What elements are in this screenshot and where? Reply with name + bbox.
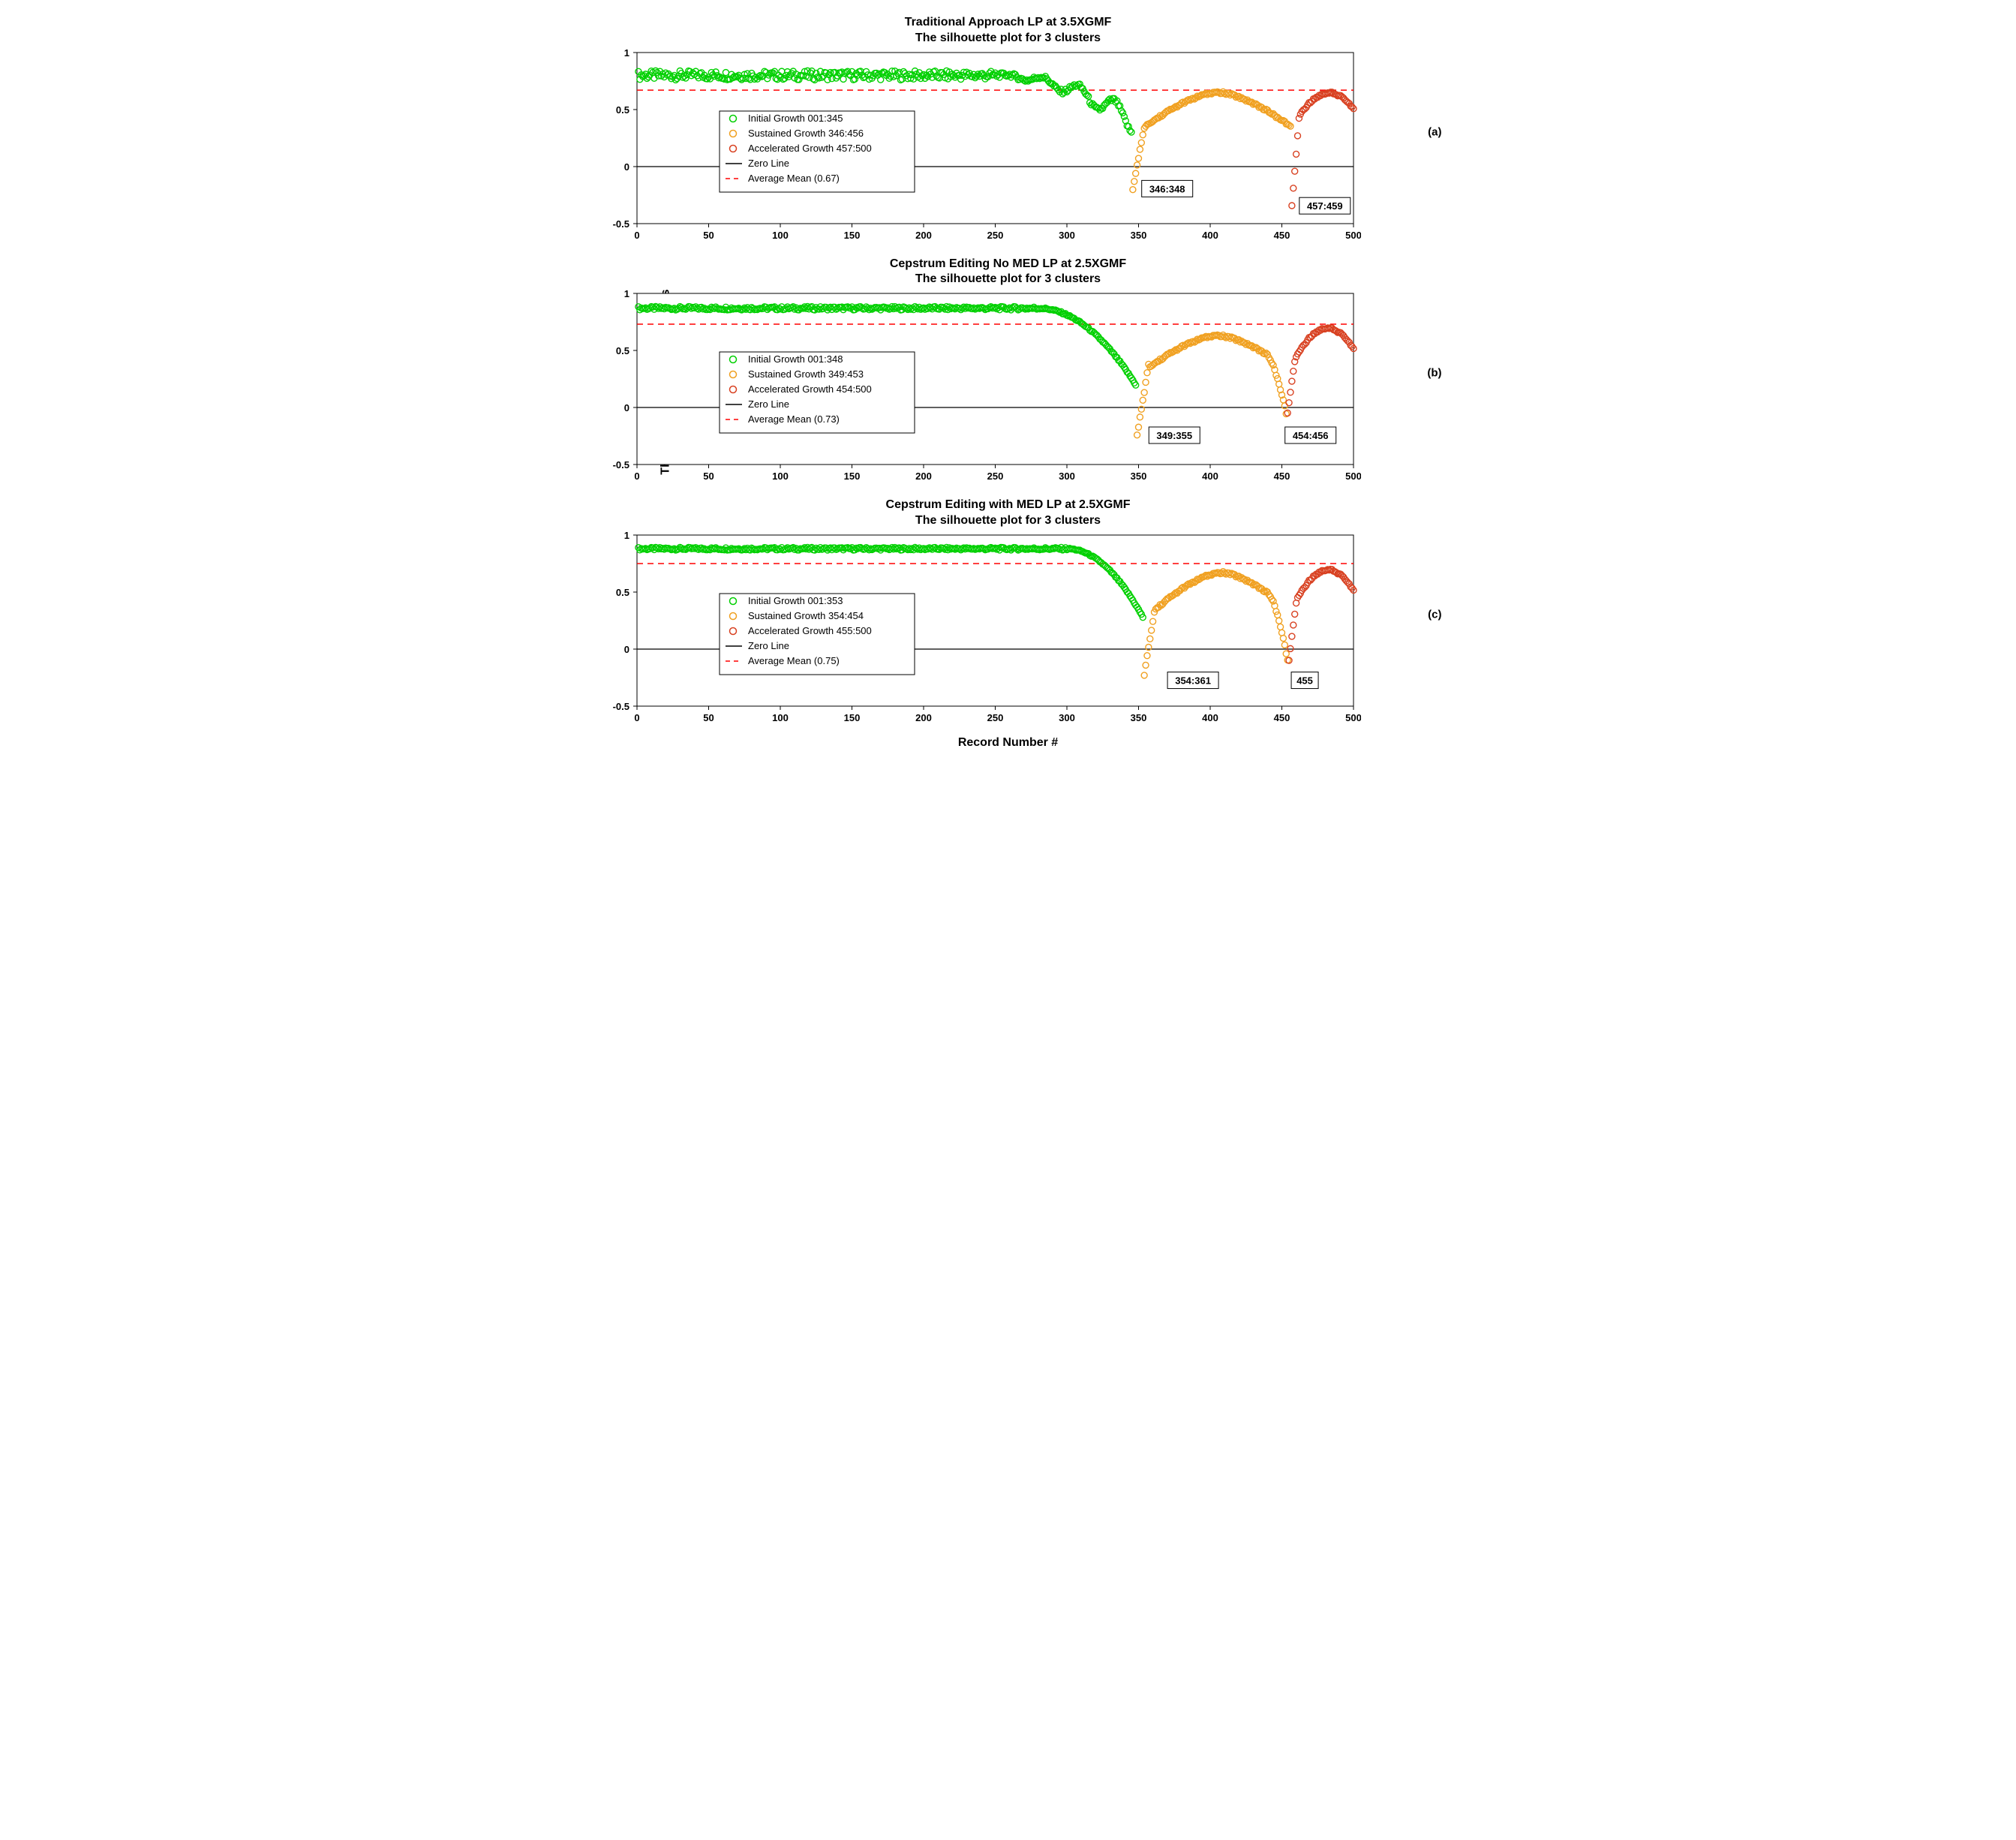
svg-text:Accelerated Growth 457:500: Accelerated Growth 457:500 [748,143,872,154]
panel-b-title-line1: Cepstrum Editing No MED LP at 2.5XGMF [890,257,1126,270]
x-axis-label: Record Number # [596,736,1421,750]
svg-text:350: 350 [1130,471,1146,482]
chart-b: 0 50 100 150 200 250 300 350 400 450 500 -0.5 0 0.5 1 3… [596,287,1361,490]
panel-a: Traditional Approach LP at 3.5XGMF The s… [596,15,1421,249]
svg-text:Zero Line: Zero Line [748,398,789,410]
svg-text:Initial Growth 001:345: Initial Growth 001:345 [748,113,843,124]
panel-b-title-line2: The silhouette plot for 3 clusters [915,272,1101,285]
svg-text:200: 200 [915,230,932,241]
panel-c-label: (c) [1428,608,1441,621]
svg-text:450: 450 [1273,471,1290,482]
svg-text:Accelerated Growth 454:500: Accelerated Growth 454:500 [748,383,872,395]
panel-c-title: Cepstrum Editing with MED LP at 2.5XGMF … [596,498,1421,529]
svg-text:400: 400 [1202,471,1218,482]
svg-text:-0.5: -0.5 [612,701,629,712]
panel-c-title-line2: The silhouette plot for 3 clusters [915,514,1101,527]
svg-text:50: 50 [703,471,714,482]
panel-c-title-line1: Cepstrum Editing with MED LP at 2.5XGMF [886,498,1131,511]
svg-text:300: 300 [1059,712,1075,723]
svg-text:500: 500 [1345,471,1361,482]
svg-text:Sustained Growth 349:453: Sustained Growth 349:453 [748,368,864,380]
svg-text:0.5: 0.5 [615,587,629,598]
svg-text:300: 300 [1059,471,1075,482]
svg-text:0: 0 [623,161,629,173]
svg-text:Sustained Growth 354:454: Sustained Growth 354:454 [748,610,864,621]
svg-text:0: 0 [634,471,639,482]
svg-text:Zero Line: Zero Line [748,640,789,651]
svg-text:349:355: 349:355 [1156,430,1192,441]
svg-text:150: 150 [843,712,860,723]
svg-text:Average Mean (0.75): Average Mean (0.75) [748,655,840,666]
svg-text:200: 200 [915,712,932,723]
svg-text:Sustained Growth 346:456: Sustained Growth 346:456 [748,128,864,139]
svg-text:50: 50 [703,230,714,241]
panel-b-label: (b) [1427,367,1441,380]
svg-text:0.5: 0.5 [615,104,629,116]
svg-text:0.5: 0.5 [615,345,629,356]
svg-text:100: 100 [772,471,789,482]
svg-text:455: 455 [1296,675,1313,686]
svg-text:400: 400 [1202,712,1218,723]
svg-text:250: 250 [987,471,1003,482]
svg-text:250: 250 [987,230,1003,241]
panel-b-title: Cepstrum Editing No MED LP at 2.5XGMF Th… [596,257,1421,288]
svg-text:250: 250 [987,712,1003,723]
svg-text:450: 450 [1273,712,1290,723]
svg-text:0: 0 [634,230,639,241]
svg-text:354:361: 354:361 [1175,675,1211,686]
svg-text:346:348: 346:348 [1149,183,1185,194]
svg-text:0: 0 [623,644,629,655]
svg-text:Initial Growth 001:348: Initial Growth 001:348 [748,353,843,365]
svg-text:150: 150 [843,471,860,482]
svg-text:457:459: 457:459 [1306,200,1342,212]
svg-text:Average Mean (0.73): Average Mean (0.73) [748,413,840,425]
svg-text:Accelerated Growth 455:500: Accelerated Growth 455:500 [748,625,872,636]
svg-text:100: 100 [772,712,789,723]
panel-a-title-line2: The silhouette plot for 3 clusters [915,32,1101,44]
panel-a-label: (a) [1428,125,1441,138]
svg-text:150: 150 [843,230,860,241]
svg-text:-0.5: -0.5 [612,459,629,471]
svg-text:Average Mean (0.67): Average Mean (0.67) [748,173,840,184]
figure: The silhouette coefficient values Tradit… [596,15,1421,750]
svg-text:50: 50 [703,712,714,723]
panel-a-title-line1: Traditional Approach LP at 3.5XGMF [905,16,1112,29]
chart-a: 0 50 100 150 200 250 300 350 400 450 500 -0.5 0 0.5 1 3… [596,47,1361,249]
svg-text:200: 200 [915,471,932,482]
svg-text:454:456: 454:456 [1292,430,1328,441]
svg-text:Initial Growth 001:353: Initial Growth 001:353 [748,595,843,606]
svg-text:450: 450 [1273,230,1290,241]
svg-text:500: 500 [1345,712,1361,723]
svg-text:400: 400 [1202,230,1218,241]
svg-text:-0.5: -0.5 [612,218,629,230]
panel-b: Cepstrum Editing No MED LP at 2.5XGMF Th… [596,257,1421,491]
chart-c: 0 50 100 150 200 250 300 350 400 450 500 -0.5 0 0.5 1 3… [596,529,1361,732]
svg-text:350: 350 [1130,712,1146,723]
svg-text:500: 500 [1345,230,1361,241]
svg-text:1: 1 [623,288,629,299]
svg-text:Zero Line: Zero Line [748,158,789,169]
panel-a-title: Traditional Approach LP at 3.5XGMF The s… [596,15,1421,47]
svg-text:100: 100 [772,230,789,241]
svg-text:300: 300 [1059,230,1075,241]
svg-text:0: 0 [623,402,629,413]
svg-text:350: 350 [1130,230,1146,241]
svg-text:1: 1 [623,530,629,541]
svg-text:0: 0 [634,712,639,723]
svg-text:1: 1 [623,47,629,59]
panel-c: Cepstrum Editing with MED LP at 2.5XGMF … [596,498,1421,732]
